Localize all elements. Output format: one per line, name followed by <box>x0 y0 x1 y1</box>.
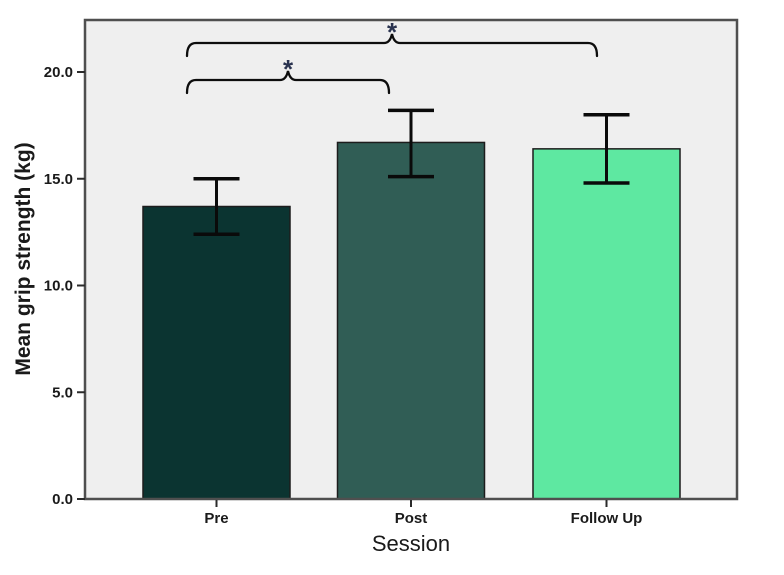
sig-bracket-pre-post <box>185 70 391 95</box>
y-tick-label: 5.0 <box>52 384 73 401</box>
y-tick-label: 10.0 <box>44 278 73 295</box>
error-bar-post <box>388 108 434 179</box>
y-axis-title: Mean grip strength (kg) <box>12 142 35 375</box>
x-tick-label-post: Post <box>395 510 428 527</box>
bar-follow-up <box>532 148 681 500</box>
bar-post <box>336 141 486 500</box>
error-bar-pre <box>193 177 240 237</box>
sig-bracket-pre-follow-up <box>185 33 599 58</box>
significance-brackets-layer: ** <box>185 17 599 95</box>
bar-pre <box>142 205 291 500</box>
y-tick-label: 20.0 <box>44 64 73 81</box>
plot-frame <box>83 18 739 501</box>
y-tick-label: 15.0 <box>44 171 73 188</box>
y-tick-label: 0.0 <box>52 491 73 508</box>
axis-ticks-layer: 0.0 5.0 10.0 15.0 20.0 Pre Post Follow Up <box>44 64 643 527</box>
x-tick-label-pre: Pre <box>204 510 228 527</box>
error-bars-layer <box>193 108 630 237</box>
x-tick-label-follow-up: Follow Up <box>571 510 643 527</box>
bars-layer <box>142 141 681 500</box>
sig-asterisk: * <box>387 17 398 47</box>
x-axis-title: Session <box>372 531 450 556</box>
sig-asterisk: * <box>283 54 294 84</box>
error-bar-follow-up <box>583 112 630 185</box>
